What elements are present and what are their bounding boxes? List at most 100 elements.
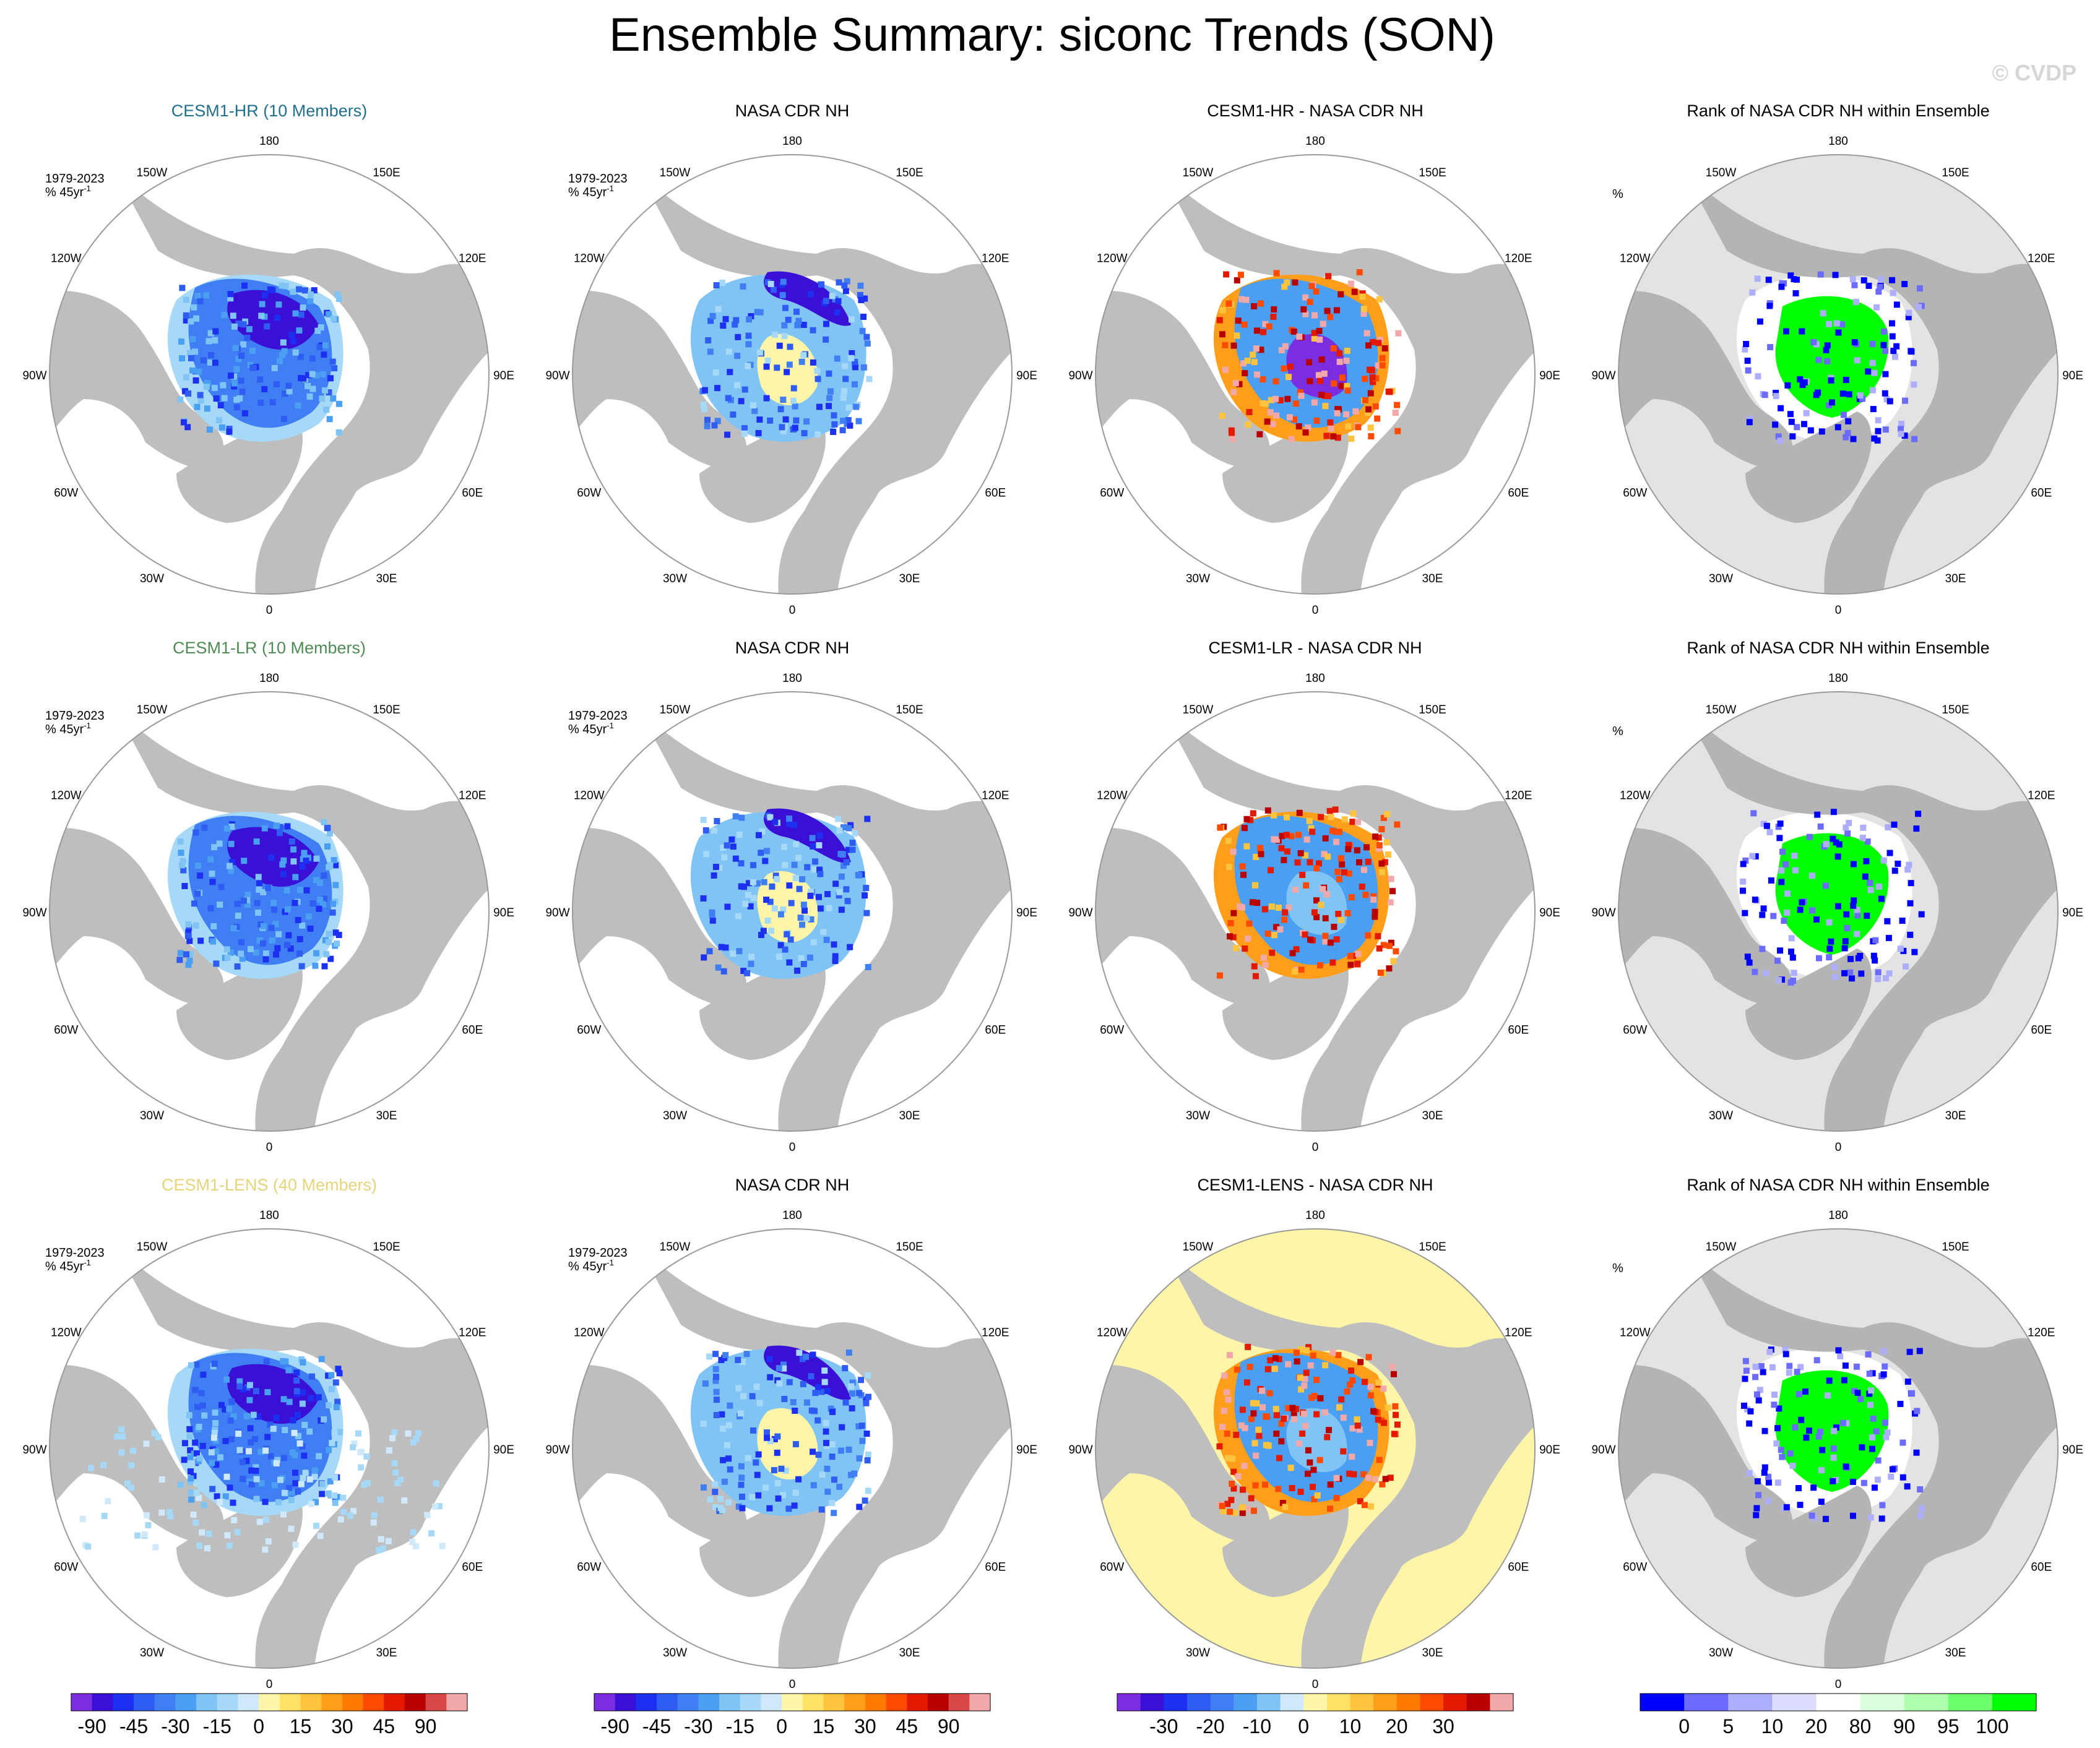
grid-cell bbox=[267, 1421, 274, 1428]
grid-cell bbox=[233, 404, 240, 411]
grid-cell bbox=[767, 928, 774, 934]
longitude-label: 30E bbox=[376, 1647, 397, 1660]
grid-cell bbox=[1292, 400, 1299, 407]
longitude-label: 30W bbox=[140, 1109, 164, 1122]
longitude-label: 150E bbox=[1419, 1241, 1446, 1254]
grid-cell bbox=[238, 377, 244, 384]
grid-cell bbox=[1338, 1396, 1345, 1403]
grid-cell bbox=[128, 1462, 135, 1469]
grid-cell bbox=[1806, 833, 1813, 840]
longitude-label: 0 bbox=[1835, 1141, 1842, 1154]
longitude-label: 60E bbox=[462, 487, 483, 500]
longitude-label: 30E bbox=[1945, 1647, 1966, 1660]
grid-cell bbox=[1830, 809, 1837, 816]
grid-cell bbox=[784, 369, 790, 376]
map-field bbox=[573, 1229, 1012, 1668]
longitude-label: 120W bbox=[1620, 252, 1651, 265]
grid-cell bbox=[1308, 825, 1315, 832]
grid-cell bbox=[1784, 910, 1791, 916]
grid-cell bbox=[1261, 1481, 1268, 1488]
grid-cell bbox=[178, 850, 184, 856]
grid-cell bbox=[321, 895, 327, 902]
grid-cell bbox=[223, 1473, 230, 1480]
grid-cell bbox=[1830, 1445, 1837, 1452]
longitude-label: 150E bbox=[373, 704, 400, 717]
grid-cell bbox=[1234, 277, 1240, 284]
grid-cell bbox=[124, 1480, 131, 1487]
grid-cell bbox=[269, 937, 275, 944]
grid-cell bbox=[1336, 1404, 1343, 1411]
grid-cell bbox=[239, 388, 246, 395]
grid-cell bbox=[1285, 1405, 1292, 1411]
grid-cell bbox=[1849, 975, 1856, 982]
grid-cell bbox=[333, 1404, 340, 1411]
grid-cell bbox=[780, 278, 787, 285]
grid-cell bbox=[817, 871, 824, 877]
grid-cell bbox=[1216, 317, 1223, 324]
grid-cell bbox=[227, 1417, 234, 1424]
longitude-label: 120E bbox=[2028, 252, 2055, 265]
grid-cell bbox=[1372, 1476, 1379, 1483]
grid-cell bbox=[1362, 1379, 1368, 1385]
longitude-label: 30E bbox=[899, 1109, 920, 1122]
grid-cell bbox=[725, 395, 732, 402]
grid-cell bbox=[1844, 429, 1851, 436]
grid-cell bbox=[1791, 970, 1797, 976]
grid-cell bbox=[777, 406, 784, 413]
grid-cell bbox=[1842, 938, 1849, 945]
grid-cell bbox=[1875, 288, 1882, 295]
grid-cell bbox=[700, 1420, 707, 1427]
grid-cell bbox=[1303, 882, 1310, 889]
grid-cell bbox=[764, 1434, 771, 1441]
grid-cell bbox=[347, 1512, 354, 1519]
grid-cell bbox=[1242, 945, 1248, 952]
grid-cell bbox=[201, 824, 208, 831]
grid-cell bbox=[815, 893, 822, 900]
grid-cell bbox=[1739, 887, 1746, 894]
grid-cell bbox=[188, 1475, 194, 1482]
longitude-label: 90E bbox=[2062, 369, 2083, 382]
grid-cell bbox=[1866, 1371, 1873, 1377]
grid-cell bbox=[849, 1405, 855, 1412]
grid-cell bbox=[222, 1493, 229, 1500]
grid-cell bbox=[221, 395, 228, 402]
grid-cell bbox=[1278, 347, 1285, 353]
longitude-label: 90W bbox=[1068, 1444, 1092, 1457]
grid-cell bbox=[1379, 1481, 1386, 1488]
grid-cell bbox=[424, 1512, 431, 1518]
grid-cell bbox=[1860, 277, 1867, 284]
colorbar-label: -30 bbox=[1149, 1715, 1178, 1737]
grid-cell bbox=[709, 911, 715, 918]
grid-cell bbox=[1854, 1389, 1861, 1396]
grid-cell bbox=[1225, 838, 1232, 845]
longitude-label: 60W bbox=[1623, 1024, 1647, 1037]
grid-cell bbox=[187, 1447, 194, 1453]
grid-cell bbox=[1264, 1366, 1271, 1372]
grid-cell bbox=[1765, 1479, 1772, 1486]
longitude-label: 30W bbox=[1186, 572, 1210, 585]
grid-cell bbox=[771, 905, 778, 912]
colorbar-label: 30 bbox=[1432, 1715, 1454, 1737]
grid-cell bbox=[1771, 1401, 1778, 1408]
longitude-label: 150E bbox=[1942, 1241, 1969, 1254]
grid-cell bbox=[186, 1426, 193, 1432]
grid-cell bbox=[1338, 855, 1345, 862]
grid-cell bbox=[1815, 356, 1822, 363]
grid-cell bbox=[300, 1359, 306, 1366]
ice-trend-field bbox=[764, 271, 851, 326]
grid-cell bbox=[1310, 1484, 1316, 1491]
grid-cell bbox=[236, 1378, 243, 1385]
grid-cell bbox=[1884, 1429, 1891, 1436]
grid-cell bbox=[1316, 860, 1323, 867]
grid-cell bbox=[303, 887, 310, 893]
grid-cell bbox=[720, 968, 727, 975]
grid-cell bbox=[233, 366, 240, 372]
grid-cell bbox=[1295, 423, 1302, 430]
grid-cell bbox=[1885, 824, 1891, 831]
grid-cell bbox=[712, 369, 719, 376]
grid-cell bbox=[1879, 1502, 1886, 1509]
grid-cell bbox=[1367, 390, 1374, 397]
grid-cell bbox=[1329, 827, 1336, 834]
map-boundary bbox=[49, 1228, 490, 1669]
grid-cell bbox=[1904, 866, 1911, 873]
